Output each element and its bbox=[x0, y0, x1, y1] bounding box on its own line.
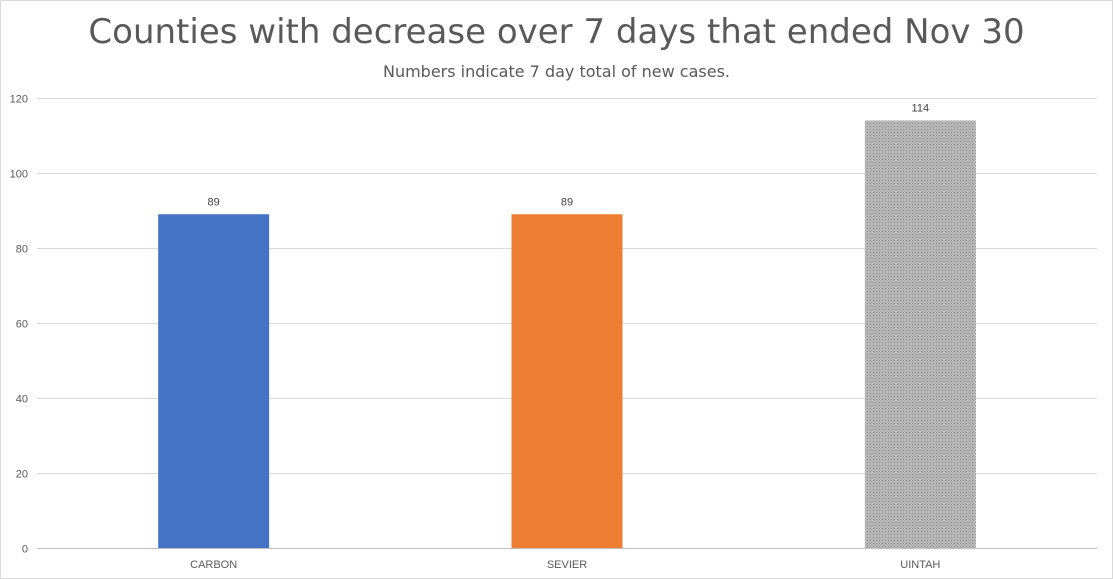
bar-sevier bbox=[511, 214, 623, 548]
bar-carbon bbox=[158, 214, 270, 548]
y-tick-label: 20 bbox=[16, 469, 28, 481]
chart-title: Counties with decrease over 7 days that … bbox=[88, 12, 1025, 52]
y-tick-label: 60 bbox=[16, 319, 28, 331]
bar-uintah bbox=[864, 120, 976, 548]
data-label-uintah: 114 bbox=[912, 103, 930, 115]
y-tick-label: 80 bbox=[16, 244, 28, 256]
y-tick-label: 120 bbox=[10, 94, 28, 106]
category-label-carbon: CARBON bbox=[190, 559, 237, 571]
category-label-sevier: SEVIER bbox=[547, 559, 587, 571]
y-tick-label: 40 bbox=[16, 394, 28, 406]
category-labels: CARBON SEVIER UINTAH bbox=[190, 559, 940, 571]
data-labels: 89 89 114 bbox=[208, 103, 930, 209]
data-label-sevier: 89 bbox=[561, 196, 573, 208]
y-tick-label: 100 bbox=[10, 169, 28, 181]
y-axis-ticks: 0 20 40 60 80 100 120 bbox=[10, 94, 28, 556]
y-tick-label: 0 bbox=[22, 544, 28, 556]
bars bbox=[158, 120, 976, 548]
category-label-uintah: UINTAH bbox=[900, 559, 940, 571]
data-label-carbon: 89 bbox=[208, 196, 220, 208]
chart-subtitle: Numbers indicate 7 day total of new case… bbox=[382, 62, 730, 81]
